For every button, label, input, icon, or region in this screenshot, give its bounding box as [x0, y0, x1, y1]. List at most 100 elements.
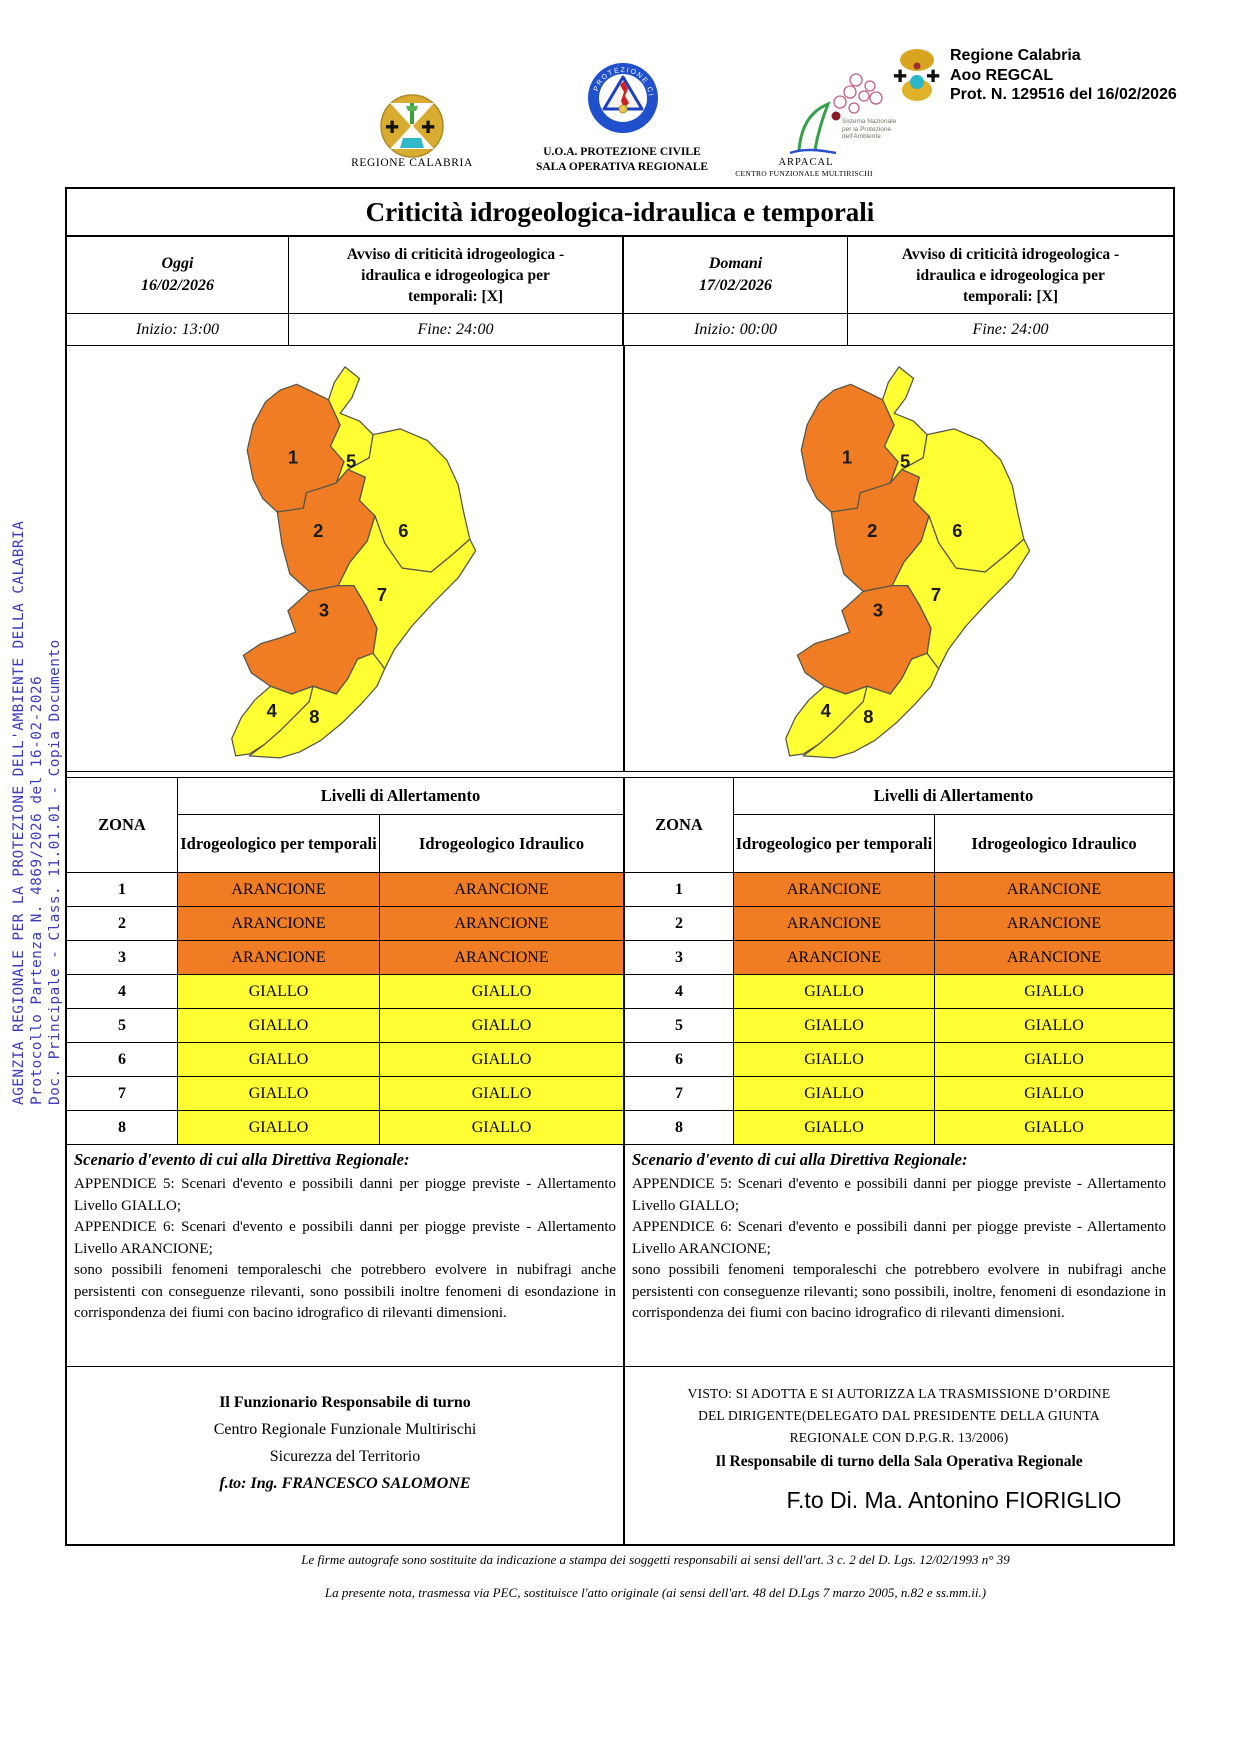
temporali-level-cell-left: GIALLO: [177, 1076, 379, 1110]
side-text-line-3: Doc. Principale - Class. 11.01.01 - Copi…: [47, 639, 63, 1105]
zona-cell-right: 8: [623, 1110, 733, 1144]
tomorrow-avviso-line-2: idraulica e idrogeologica per: [916, 266, 1105, 284]
temporali-level-cell-right: ARANCIONE: [733, 872, 934, 906]
today-label: Oggi: [161, 255, 194, 272]
idraulico-level-cell-left: GIALLO: [379, 1110, 623, 1144]
zona-header-right: ZONA: [623, 778, 733, 872]
temporali-level-cell-right: ARANCIONE: [733, 906, 934, 940]
map-label-6: 6: [398, 520, 408, 541]
map-label-5: 5: [900, 451, 910, 472]
time-row: Inizio: 13:00 Fine: 24:00 Inizio: 00:00 …: [67, 313, 1173, 345]
idraulico-level-cell-right: GIALLO: [934, 1008, 1173, 1042]
side-text-line-2: Protocollo Partenza N. 4869/2026 del 16-…: [29, 675, 45, 1105]
maps-row: 1 5 2 6 7 3 4 8 1 5 2 6 7 3 4 8: [67, 345, 1173, 771]
scenario-p3-left: sono possibili fenomeni temporaleschi ch…: [74, 1262, 616, 1321]
temporali-level-cell-right: GIALLO: [733, 1042, 934, 1076]
scenario-p1-left: APPENDICE 5: Scenari d'evento e possibil…: [74, 1176, 616, 1214]
tomorrow-inizio: Inizio: 00:00: [622, 314, 847, 345]
tomorrow-map-cell: 1 5 2 6 7 3 4 8: [623, 346, 1173, 771]
scenario-p2-left: APPENDICE 6: Scenari d'evento e possibil…: [74, 1219, 616, 1257]
idraulico-level-cell-left: GIALLO: [379, 974, 623, 1008]
protocol-line-2: Aoo REGCAL: [950, 66, 1054, 84]
temporali-level-cell-right: GIALLO: [733, 1008, 934, 1042]
map-label-8: 8: [309, 706, 319, 727]
zona-cell-right: 6: [623, 1042, 733, 1076]
calabria-map: 1 5 2 6 7 3 4 8: [785, 366, 1031, 759]
day-header-row: Oggi 16/02/2026 Avviso di criticità idro…: [67, 235, 1173, 313]
idraulico-level-cell-right: ARANCIONE: [934, 940, 1173, 974]
col-idraulico-left: Idrogeologico Idraulico: [379, 814, 623, 872]
zona-cell-left: 3: [67, 940, 177, 974]
temporali-level-cell-right: ARANCIONE: [733, 940, 934, 974]
scenario-heading-right: Scenario d'evento di cui alla Direttiva …: [632, 1150, 968, 1169]
calabria-map: 1 5 2 6 7 3 4 8: [231, 366, 477, 759]
map-label-3: 3: [873, 600, 883, 621]
temporali-level-cell-right: GIALLO: [733, 1076, 934, 1110]
idraulico-level-cell-left: GIALLO: [379, 1042, 623, 1076]
zona-cell-left: 4: [67, 974, 177, 1008]
today-fine: Fine: 24:00: [288, 314, 622, 345]
today-avviso-cell: Avviso di criticità idrogeologica - idra…: [288, 237, 622, 313]
today-date-cell: Oggi 16/02/2026: [67, 237, 288, 313]
regcal-crest-icon: ✚ ✚: [893, 49, 940, 101]
zona-cell-left: 2: [67, 906, 177, 940]
zona-cell-right: 5: [623, 1008, 733, 1042]
tomorrow-date-cell: Domani 17/02/2026: [622, 237, 847, 313]
idraulico-level-cell-right: GIALLO: [934, 1076, 1173, 1110]
regione-calabria-logo-icon: ✚ ✚: [380, 94, 444, 158]
idraulico-level-cell-left: ARANCIONE: [379, 940, 623, 974]
idraulico-level-cell-right: GIALLO: [934, 974, 1173, 1008]
snpa-caption: Sistema Nazionale per la Protezione dell…: [842, 118, 912, 141]
responsabile-signature: F.to Di. Ma. Antonino FIORIGLIO: [786, 1487, 1122, 1513]
idraulico-level-cell-left: GIALLO: [379, 1008, 623, 1042]
protocol-block: Regione Calabria Aoo REGCAL Prot. N. 129…: [950, 46, 1177, 105]
protezione-civile-logo-icon: PROTEZIONE CIVILE Regione Calabria: [587, 62, 658, 133]
map-label-1: 1: [288, 447, 298, 468]
arpacal-caption-line-1: ARPACAL: [778, 157, 834, 168]
tomorrow-avviso-line-1: Avviso di criticità idrogeologica -: [901, 245, 1120, 263]
zona-cell-left: 7: [67, 1076, 177, 1110]
crest-cross-left-icon: ✚: [893, 67, 907, 86]
map-label-2: 2: [867, 520, 877, 541]
tomorrow-date: 17/02/2026: [699, 277, 772, 294]
today-inizio: Inizio: 13:00: [135, 320, 220, 338]
today-map-cell: 1 5 2 6 7 3 4 8: [67, 346, 623, 771]
temporali-level-cell-right: GIALLO: [733, 974, 934, 1008]
map-zone-8: [248, 652, 386, 759]
protocol-line-3: Prot. N. 129516 del 16/02/2026: [950, 86, 1177, 103]
cross-right-icon: ✚: [421, 118, 435, 137]
today-scenario-cell: Scenario d'evento di cui alla Direttiva …: [67, 1145, 623, 1366]
temporali-level-cell-left: GIALLO: [177, 1042, 379, 1076]
funzionario-signature: f.to: Ing. FRANCESCO SALOMONE: [219, 1475, 471, 1492]
today-date: 16/02/2026: [141, 277, 214, 294]
page-title: Criticità idrogeologica-idraulica e temp…: [365, 196, 875, 227]
zona-cell-right: 1: [623, 872, 733, 906]
temporali-level-cell-left: ARANCIONE: [177, 872, 379, 906]
double-rule: [67, 771, 1173, 778]
idraulico-level-cell-left: ARANCIONE: [379, 872, 623, 906]
visto-line-1: VISTO: SI ADOTTA E SI AUTORIZZA LA TRASM…: [687, 1386, 1111, 1401]
map-zone-8: [802, 652, 940, 759]
funzionario-org-2: Sicurezza del Territorio: [269, 1448, 421, 1465]
footer-note-2: La presente nota, trasmessa via PEC, sos…: [324, 1585, 987, 1600]
map-label-7: 7: [931, 584, 941, 605]
scenario-p3-right: sono possibili fenomeni temporaleschi ch…: [632, 1262, 1166, 1321]
snpa-caption-line-1: Sistema Nazionale: [842, 118, 897, 125]
crest-cross-right-icon: ✚: [926, 67, 940, 86]
funzionario-title: Il Funzionario Responsabile di turno: [219, 1394, 471, 1411]
col-idraulico-right: Idrogeologico Idraulico: [934, 814, 1173, 872]
zona-cell-left: 6: [67, 1042, 177, 1076]
bulletin-table: Criticità idrogeologica-idraulica e temp…: [65, 187, 1175, 1546]
title-row: Criticità idrogeologica-idraulica e temp…: [67, 189, 1173, 235]
zona-cell-right: 4: [623, 974, 733, 1008]
today-avviso-line-1: Avviso di criticità idrogeologica -: [346, 245, 565, 263]
idraulico-level-cell-right: ARANCIONE: [934, 872, 1173, 906]
arpacal-caption-line-2: CENTRO FUNZIONALE MULTIRISCHI: [735, 169, 873, 178]
today-avviso-line-3: temporali: [X]: [407, 287, 504, 305]
idraulico-level-cell-right: GIALLO: [934, 1110, 1173, 1144]
livelli-header-left: Livelli di Allertamento: [177, 778, 623, 814]
idraulico-level-cell-right: ARANCIONE: [934, 906, 1173, 940]
pc-logo-caption: U.O.A. PROTEZIONE CIVILE SALA OPERATIVA …: [522, 145, 722, 175]
col-temporali-right: Idrogeologico per temporali: [733, 814, 934, 872]
zona-cell-right: 3: [623, 940, 733, 974]
